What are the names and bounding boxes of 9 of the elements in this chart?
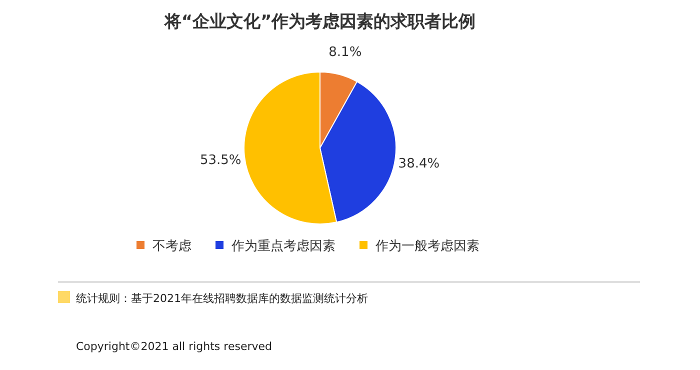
legend-label: 作为重点考虑因素 (230, 239, 336, 254)
data-label: 8.1% (328, 45, 362, 60)
data-label: 53.5% (200, 152, 242, 168)
chart-title: 将“企业文化”作为考虑因素的求职者比例 (163, 12, 476, 32)
text: 统计规则：基于2021年在线招聘数据库的数据监测统计分析 (76, 292, 368, 305)
text: Copyright©2021 all rights reserved (76, 340, 272, 353)
legend-label: 不考虑 (152, 239, 192, 254)
data-label: 38.4% (398, 156, 440, 172)
legend-label: 作为一般考虑因素 (374, 239, 480, 254)
